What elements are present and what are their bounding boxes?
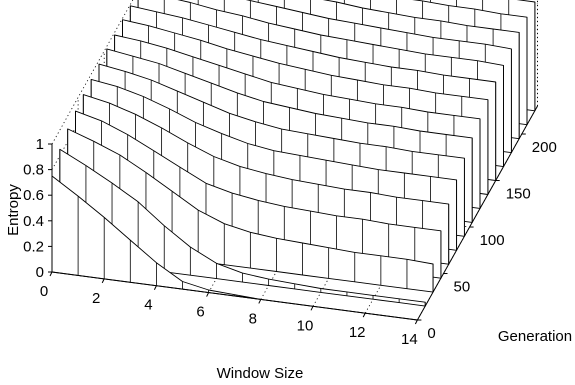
grid-line <box>51 0 134 145</box>
x-tick-label: 12 <box>349 324 366 341</box>
z-tick-label: 0 <box>36 264 44 281</box>
x-axis-line <box>51 271 418 321</box>
z-tick-label: 0.6 <box>23 187 44 204</box>
x-tick-label: 14 <box>401 331 418 348</box>
x-tick <box>310 306 314 311</box>
x-tick <box>414 319 418 325</box>
x-tick <box>362 312 366 318</box>
z-tick-label: 1 <box>36 136 44 153</box>
x-axis-label: Window Size <box>217 365 304 382</box>
x-tick <box>206 292 210 297</box>
axes <box>48 105 538 325</box>
x-tick <box>258 299 262 304</box>
z-tick-labels: 0 0.2 0.4 0.6 0.8 1 <box>23 136 44 281</box>
x-tick-label: 2 <box>92 290 100 307</box>
x-tick-label: 0 <box>40 283 48 300</box>
x-tick-labels: 0 2 4 6 8 10 12 14 <box>40 283 418 348</box>
x-tick-label: 4 <box>144 297 152 314</box>
y-tick-label: 200 <box>532 139 557 156</box>
x-tick <box>49 271 53 277</box>
x-tick-label: 10 <box>297 317 314 334</box>
y-tick-label: 100 <box>480 232 505 249</box>
z-tick-label: 0.4 <box>23 213 44 230</box>
y-tick-label: 0 <box>427 325 435 342</box>
x-tick <box>101 278 105 284</box>
x-tick-label: 8 <box>249 310 257 327</box>
y-axis-label: Generation <box>498 328 572 345</box>
z-tick-label: 0.8 <box>23 162 44 179</box>
y-tick-label: 50 <box>454 279 471 296</box>
y-tick-label: 150 <box>506 186 531 203</box>
y-tick-labels: 0 50 100 150 200 <box>427 139 556 342</box>
x-tick-label: 6 <box>196 304 204 321</box>
z-tick-label: 0.2 <box>23 238 44 255</box>
y-axis-line <box>416 105 538 321</box>
x-tick <box>153 285 157 290</box>
z-axis-label: Entropy <box>5 184 22 236</box>
entropy-surface <box>51 0 536 321</box>
